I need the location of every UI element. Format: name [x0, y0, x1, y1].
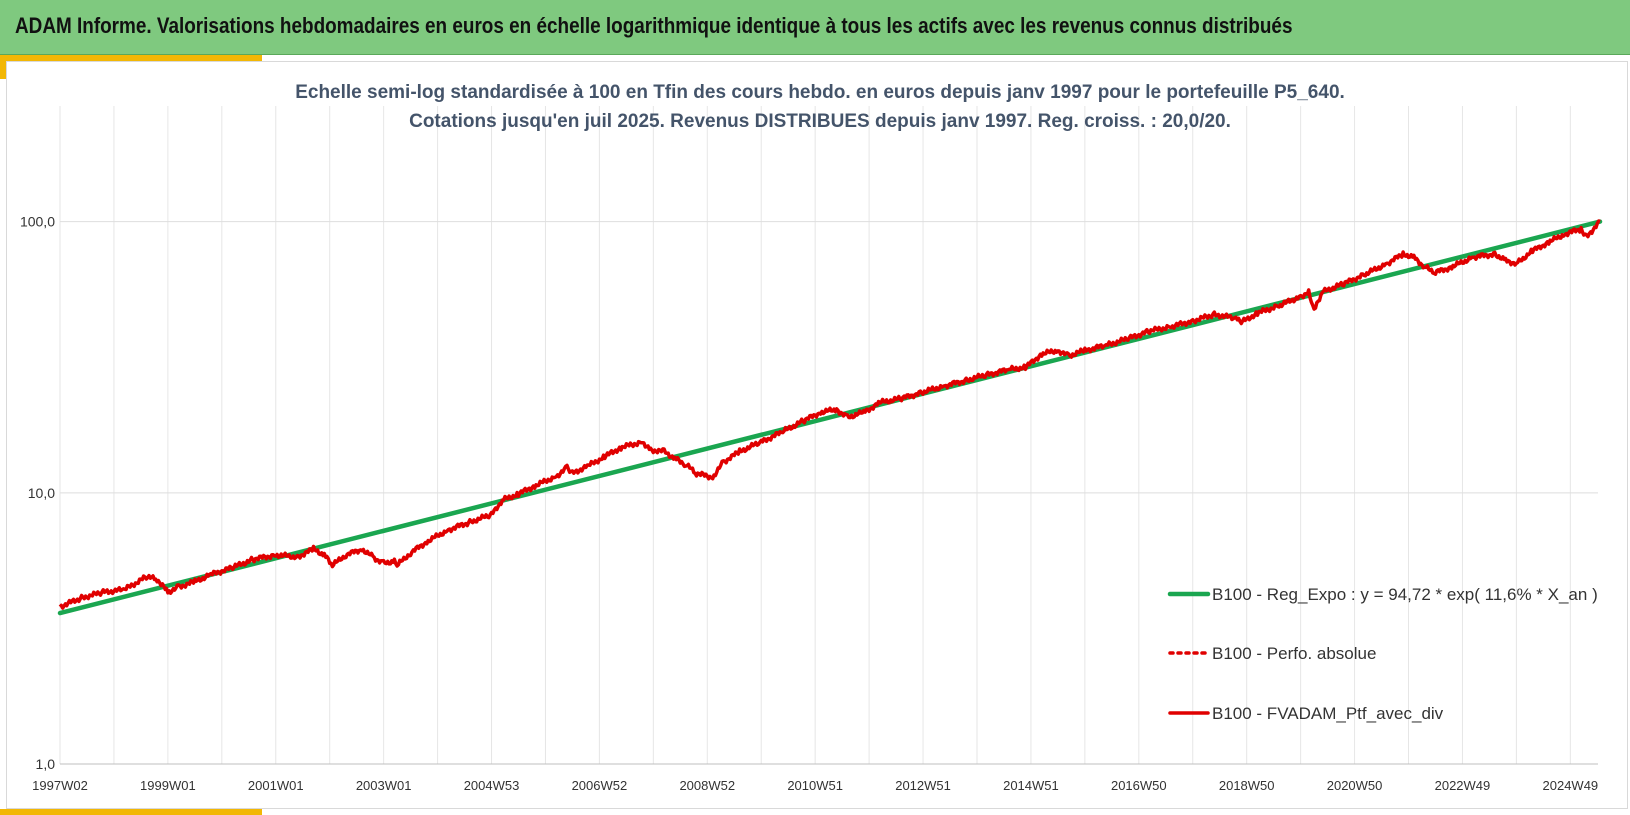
- chart-subtitle-line1: Echelle semi-log standardisée à 100 en T…: [295, 82, 1345, 103]
- header-bar: ADAM Informe. Valorisations hebdomadaire…: [0, 0, 1630, 55]
- legend-item: B100 - Perfo. absolue: [1168, 644, 1376, 663]
- y-tick-label: 10,0: [28, 485, 55, 501]
- chart-frame: [6, 61, 1628, 809]
- legend-item: B100 - FVADAM_Ptf_avec_div: [1168, 704, 1444, 723]
- y-tick-label: 100,0: [20, 214, 55, 230]
- x-tick-label: 1999W01: [140, 778, 196, 793]
- x-tick-label: 2003W01: [356, 778, 412, 793]
- legend-label: B100 - FVADAM_Ptf_avec_div: [1212, 704, 1444, 723]
- regression-line: [57, 219, 1603, 616]
- series-layer: [57, 219, 1603, 616]
- portfolio-line: [58, 219, 1601, 610]
- x-tick-label: 2006W52: [572, 778, 628, 793]
- x-tick-label: 2014W51: [1003, 778, 1059, 793]
- x-tick-label: 2018W50: [1219, 778, 1275, 793]
- x-tick-label: 2024W49: [1543, 778, 1599, 793]
- x-tick-label: 2008W52: [679, 778, 735, 793]
- x-tick-label: 2012W51: [895, 778, 951, 793]
- y-tick-label: 1,0: [36, 756, 56, 772]
- accent-bar-left: [0, 55, 6, 79]
- x-tick-label: 2004W53: [464, 778, 520, 793]
- tick-labels: 1,0 10,0 100,0 1997W02 1999W01 2001W01 2003W01…: [20, 214, 1598, 793]
- x-tick-label: 2010W51: [787, 778, 843, 793]
- x-tick-label: 2016W50: [1111, 778, 1167, 793]
- legend-item: B100 - Reg_Expo : y = 94,72 * exp( 11,6%…: [1167, 585, 1598, 604]
- accent-bar-bottom: [0, 809, 262, 815]
- chart-subtitle-line2: Cotations jusqu'en juil 2025. Revenus DI…: [409, 111, 1231, 132]
- x-tick-label: 2001W01: [248, 778, 304, 793]
- grid: [59, 106, 1598, 765]
- accent-bar-top: [0, 55, 262, 61]
- page-title: ADAM Informe. Valorisations hebdomadaire…: [15, 13, 1293, 38]
- legend-label: B100 - Reg_Expo : y = 94,72 * exp( 11,6%…: [1212, 585, 1598, 604]
- legend-label: B100 - Perfo. absolue: [1212, 644, 1376, 663]
- x-tick-label: 2022W49: [1435, 778, 1491, 793]
- x-tick-label: 1997W02: [32, 778, 88, 793]
- x-tick-label: 2020W50: [1327, 778, 1383, 793]
- legend: B100 - Reg_Expo : y = 94,72 * exp( 11,6%…: [1167, 585, 1598, 723]
